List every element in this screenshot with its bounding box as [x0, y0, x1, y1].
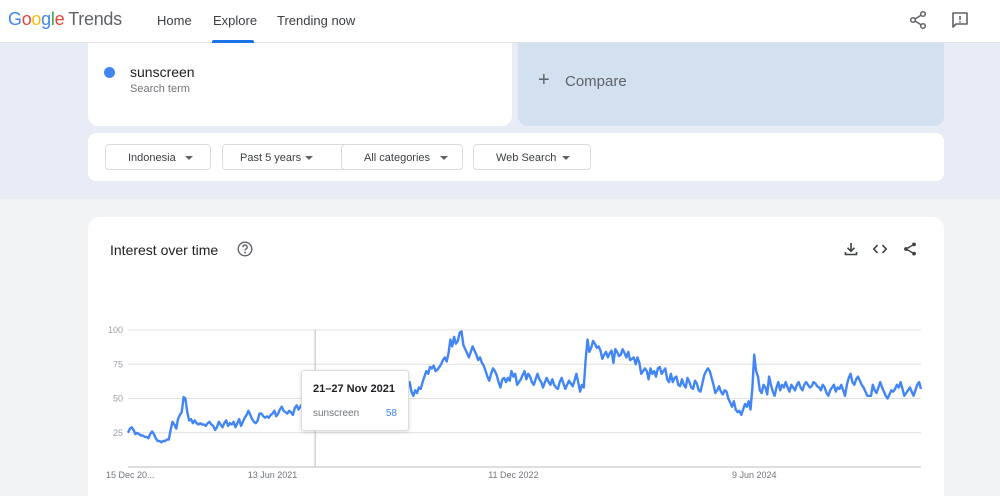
tab-home[interactable]: Home — [157, 13, 192, 28]
logo-letter: g — [41, 9, 51, 29]
y-tick-label: 100 — [108, 325, 123, 335]
tooltip-date: 21–27 Nov 2021 — [313, 383, 395, 395]
chart-tooltip: 21–27 Nov 2021 sunscreen 58 — [301, 370, 409, 431]
x-tick-label: 15 Dec 20... — [106, 470, 155, 480]
caret-down-icon — [305, 156, 313, 160]
filter-category-dropdown[interactable]: All categories — [341, 144, 463, 170]
y-tick-label: 50 — [113, 394, 123, 404]
share-icon[interactable] — [908, 10, 928, 30]
help-icon[interactable] — [237, 241, 253, 257]
logo-letter: o — [21, 9, 32, 29]
logo-letter: G — [8, 9, 22, 29]
y-tick-label: 25 — [113, 428, 123, 438]
series-line-sunscreen — [126, 330, 923, 444]
logo-letter: o — [31, 9, 42, 29]
filter-search-type-dropdown[interactable]: Web Search — [473, 144, 591, 170]
download-icon[interactable] — [843, 241, 859, 257]
tab-trending-now[interactable]: Trending now — [277, 13, 356, 28]
filter-label: All categories — [364, 152, 431, 164]
compare-label: Compare — [565, 73, 627, 90]
series-color-dot — [104, 67, 115, 78]
filter-label: Indonesia — [128, 152, 176, 164]
x-tick-label: 11 Dec 2022 — [488, 470, 538, 480]
google-trends-logo[interactable]: Google Trends — [8, 9, 122, 30]
filter-label: Past 5 years — [240, 152, 302, 164]
tooltip-value: 58 — [385, 408, 397, 419]
y-axis-ticks: 100 75 50 25 — [108, 325, 123, 438]
top-header: Google Trends Home Explore Trending now — [0, 0, 1000, 43]
caret-down-icon — [440, 156, 448, 160]
logo-trends: Trends — [68, 9, 122, 29]
search-term-subtitle: Search term — [130, 83, 190, 95]
filter-label: Web Search — [496, 152, 557, 164]
search-term-card[interactable]: sunscreen Search term — [88, 43, 512, 126]
feedback-icon[interactable] — [950, 10, 970, 30]
search-term-name[interactable]: sunscreen — [130, 64, 195, 80]
filters-bar: Indonesia Past 5 years All categories We… — [88, 133, 944, 181]
share-icon[interactable] — [902, 241, 918, 257]
y-tick-label: 75 — [113, 359, 123, 369]
compare-card[interactable]: + Compare — [518, 43, 944, 126]
x-tick-label: 9 Jun 2024 — [732, 470, 777, 480]
chart-grid — [128, 329, 921, 468]
tab-explore[interactable]: Explore — [213, 13, 258, 28]
embed-icon[interactable] — [872, 241, 888, 257]
x-tick-label: 13 Jun 2021 — [248, 470, 298, 480]
caret-down-icon — [562, 156, 570, 160]
logo-letter: e — [54, 9, 65, 29]
chart-card-title: Interest over time — [110, 242, 219, 258]
plus-icon: + — [538, 69, 550, 91]
x-axis-ticks: 15 Dec 20... 13 Jun 2021 11 Dec 2022 9 Jun … — [106, 470, 777, 480]
filter-region-dropdown[interactable]: Indonesia — [105, 144, 211, 170]
tooltip-series-name: sunscreen — [313, 408, 360, 419]
active-tab-indicator — [212, 40, 254, 43]
logo-letter: l — [50, 9, 55, 29]
caret-down-icon — [185, 156, 193, 160]
interest-over-time-card: Interest over time — [88, 217, 944, 496]
